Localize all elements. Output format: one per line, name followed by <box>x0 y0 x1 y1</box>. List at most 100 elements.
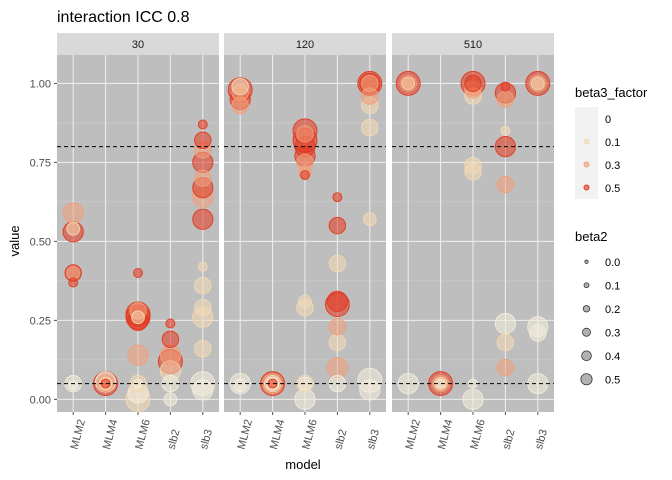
y-tick-label: 0.00 <box>30 394 51 406</box>
legend-label: 0 <box>605 114 611 126</box>
data-point <box>328 254 347 273</box>
x-tick-label: MLM4 <box>436 418 456 451</box>
data-point <box>362 212 377 227</box>
x-tick-label: MLM4 <box>268 418 288 451</box>
legend-label: 0.2 <box>605 304 620 316</box>
data-point <box>464 74 482 93</box>
legend-size-swatch <box>580 373 593 386</box>
legend-label: 0.1 <box>605 137 620 149</box>
data-point <box>131 310 145 325</box>
data-point <box>496 90 515 108</box>
y-tick-label: 1.00 <box>30 78 51 90</box>
legend-label: 0.4 <box>605 351 620 363</box>
facet-panel-30: 30 MLM2 MLM4 MLM6 slb2 slb3 <box>57 33 219 451</box>
data-point <box>194 131 212 150</box>
legend-color-swatch <box>583 184 590 191</box>
data-point <box>361 118 379 137</box>
x-tick-label: slb2 <box>501 428 518 451</box>
data-point <box>68 380 79 391</box>
data-point <box>194 169 212 187</box>
y-axis-title: value <box>7 225 22 256</box>
data-point <box>165 318 176 329</box>
data-point <box>192 379 214 401</box>
x-tick-label: slb2 <box>333 428 350 451</box>
data-point <box>496 359 515 377</box>
data-point <box>328 216 347 235</box>
x-tick-label: slb2 <box>166 428 183 451</box>
data-point <box>529 324 547 342</box>
data-point <box>192 208 214 230</box>
data-point <box>194 276 212 295</box>
x-tick-label: slb3 <box>198 428 215 451</box>
legend-label: 0.5 <box>605 183 620 195</box>
data-point <box>298 294 312 309</box>
data-point <box>332 192 343 203</box>
data-point <box>527 372 549 395</box>
data-point <box>328 317 347 336</box>
legend-label: 0.3 <box>605 160 620 172</box>
x-tick-label: slb3 <box>533 428 550 451</box>
legend-color-swatch <box>583 161 590 168</box>
legend-color-swatch <box>583 138 590 145</box>
data-point <box>401 76 416 91</box>
data-point <box>326 290 349 313</box>
data-point <box>359 379 381 401</box>
data-point <box>233 378 248 393</box>
facet-panels: 30 MLM2 MLM4 MLM6 slb2 slb3 120 MLM2 MLM4 MLM6 slb… <box>57 33 554 451</box>
data-point <box>66 221 81 236</box>
legend-label: 0.5 <box>605 375 620 387</box>
facet-strip-label: 30 <box>132 39 144 51</box>
facet-strip <box>224 33 386 55</box>
size-legend: beta2 0.0 0.1 0.2 0.3 0.4 0.5 <box>575 229 620 391</box>
legend-size-swatch <box>581 350 592 362</box>
data-point <box>197 119 208 130</box>
data-point <box>197 261 208 272</box>
y-tick-label: 0.50 <box>30 236 51 248</box>
data-point <box>127 344 149 366</box>
data-point <box>361 74 379 93</box>
legend-size-swatch <box>583 282 590 289</box>
color-legend-title: beta3_factor <box>575 85 648 100</box>
legend-size-swatch <box>584 259 589 264</box>
facet-strip <box>57 33 219 55</box>
data-point <box>500 125 511 136</box>
data-point <box>530 76 545 91</box>
x-axis-title: model <box>285 457 321 472</box>
data-point <box>194 340 212 358</box>
x-tick-label: MLM6 <box>300 418 320 451</box>
x-tick-label: MLM2 <box>69 418 89 451</box>
x-tick-label: slb3 <box>365 428 382 451</box>
legend-size-swatch <box>582 327 591 337</box>
x-tick-label: MLM6 <box>468 418 488 451</box>
data-point <box>161 330 180 349</box>
legend-size-swatch <box>582 305 591 313</box>
x-tick-label: MLM2 <box>404 418 424 451</box>
data-point <box>133 268 143 278</box>
data-point <box>68 277 79 288</box>
x-tick-label: MLM4 <box>101 418 121 451</box>
data-point <box>194 299 212 317</box>
data-point <box>328 333 347 352</box>
y-axis: 0.00 0.25 0.50 0.75 1.00 <box>30 78 57 406</box>
size-legend-title: beta2 <box>575 229 608 244</box>
facet-strip <box>392 33 554 55</box>
data-point <box>163 392 178 407</box>
facet-strip-label: 120 <box>296 39 314 51</box>
data-point <box>496 333 515 352</box>
data-point <box>62 202 84 224</box>
chart-title: interaction ICC 0.8 <box>57 9 190 26</box>
x-tick-label: MLM2 <box>236 418 256 451</box>
facet-panel-510: 510 MLM2 MLM4 MLM6 slb2 slb3 <box>392 33 554 451</box>
legend-key <box>575 107 598 130</box>
legend-label: 0.3 <box>605 328 620 340</box>
facet-strip-label: 510 <box>464 39 482 51</box>
data-point <box>66 266 81 280</box>
legend-label: 0.1 <box>605 281 620 293</box>
data-point <box>296 125 314 143</box>
data-point <box>300 170 310 181</box>
data-point <box>500 81 511 92</box>
x-tick-label: MLM6 <box>133 418 153 451</box>
color-legend: beta3_factor 0 0.1 0.3 0.5 <box>575 85 648 199</box>
y-tick-label: 0.25 <box>30 315 51 327</box>
